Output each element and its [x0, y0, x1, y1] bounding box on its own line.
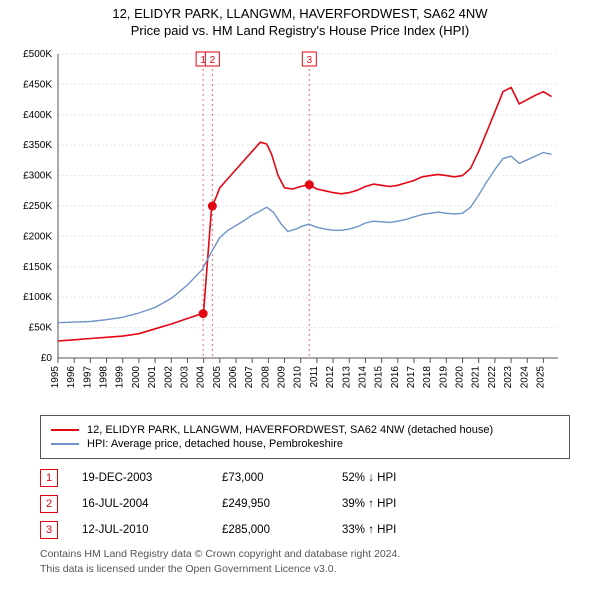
svg-text:2011: 2011 [309, 366, 320, 388]
svg-text:2023: 2023 [503, 366, 514, 389]
footer-line: Contains HM Land Registry data © Crown c… [40, 547, 570, 562]
svg-text:£500K: £500K [23, 49, 52, 60]
event-date: 19-DEC-2003 [82, 472, 222, 484]
svg-text:1996: 1996 [66, 366, 77, 389]
legend-item: 12, ELIDYR PARK, LLANGWM, HAVERFORDWEST,… [51, 424, 559, 436]
sale-event-row: 1 19-DEC-2003£73,00052% ↓ HPI [40, 469, 570, 487]
svg-text:2015: 2015 [374, 366, 385, 389]
event-price: £285,000 [222, 524, 342, 536]
svg-text:£200K: £200K [23, 231, 52, 242]
svg-text:2006: 2006 [228, 366, 239, 389]
svg-text:2001: 2001 [147, 366, 158, 389]
svg-text:2: 2 [210, 55, 216, 66]
svg-text:2007: 2007 [244, 366, 255, 389]
event-marker-box: 3 [40, 521, 58, 539]
event-price: £73,000 [222, 472, 342, 484]
event-marker-box: 2 [40, 495, 58, 513]
svg-text:£50K: £50K [29, 323, 53, 334]
svg-text:1999: 1999 [115, 366, 126, 389]
svg-text:2018: 2018 [422, 366, 433, 389]
svg-text:2010: 2010 [293, 366, 304, 389]
svg-text:1997: 1997 [82, 366, 93, 389]
svg-text:£450K: £450K [23, 79, 52, 90]
sale-events-list: 1 19-DEC-2003£73,00052% ↓ HPI 2 16-JUL-2004… [40, 469, 570, 539]
legend-label: HPI: Average price, detached house, Pemb… [87, 438, 343, 450]
svg-text:1995: 1995 [50, 366, 61, 389]
svg-text:£0: £0 [41, 353, 53, 364]
svg-text:2004: 2004 [196, 366, 207, 389]
svg-text:2008: 2008 [260, 366, 271, 389]
svg-text:£300K: £300K [23, 171, 52, 182]
svg-text:2020: 2020 [455, 366, 466, 389]
svg-text:£150K: £150K [23, 262, 52, 273]
page-title: 12, ELIDYR PARK, LLANGWM, HAVERFORDWEST,… [0, 6, 600, 21]
price-chart: £0 £50K £100K £150K £200K £250K £300K £350K £400… [10, 48, 590, 403]
svg-text:£250K: £250K [23, 201, 52, 212]
copyright-footer: Contains HM Land Registry data © Crown c… [40, 547, 570, 576]
svg-text:£100K: £100K [23, 292, 52, 303]
event-marker-box: 1 [40, 469, 58, 487]
svg-text:2003: 2003 [179, 366, 190, 389]
svg-text:2009: 2009 [277, 366, 288, 389]
footer-line: This data is licensed under the Open Gov… [40, 562, 570, 577]
svg-text:2017: 2017 [406, 366, 417, 389]
event-date: 12-JUL-2010 [82, 524, 222, 536]
svg-text:2014: 2014 [357, 366, 368, 389]
legend-item: HPI: Average price, detached house, Pemb… [51, 438, 559, 450]
event-pct-vs-hpi: 33% ↑ HPI [342, 524, 396, 536]
svg-text:2005: 2005 [212, 366, 223, 389]
svg-text:£400K: £400K [23, 110, 52, 121]
sale-event-row: 3 12-JUL-2010£285,00033% ↑ HPI [40, 521, 570, 539]
svg-text:2025: 2025 [535, 366, 546, 389]
svg-text:1998: 1998 [99, 366, 110, 389]
svg-text:2024: 2024 [519, 366, 530, 389]
legend: 12, ELIDYR PARK, LLANGWM, HAVERFORDWEST,… [40, 415, 570, 459]
sale-event-row: 2 16-JUL-2004£249,95039% ↑ HPI [40, 495, 570, 513]
svg-text:2022: 2022 [487, 366, 498, 389]
svg-text:3: 3 [307, 55, 313, 66]
svg-text:2002: 2002 [163, 366, 174, 389]
svg-text:2019: 2019 [438, 366, 449, 389]
legend-swatch [51, 443, 79, 445]
event-pct-vs-hpi: 52% ↓ HPI [342, 472, 396, 484]
svg-text:2000: 2000 [131, 366, 142, 389]
event-price: £249,950 [222, 498, 342, 510]
page-subtitle: Price paid vs. HM Land Registry's House … [0, 23, 600, 38]
legend-swatch [51, 429, 79, 431]
event-date: 16-JUL-2004 [82, 498, 222, 510]
svg-text:£350K: £350K [23, 140, 52, 151]
svg-text:2013: 2013 [341, 366, 352, 389]
svg-text:2021: 2021 [471, 366, 482, 389]
svg-text:2016: 2016 [390, 366, 401, 389]
event-pct-vs-hpi: 39% ↑ HPI [342, 498, 396, 510]
svg-text:2012: 2012 [325, 366, 336, 389]
legend-label: 12, ELIDYR PARK, LLANGWM, HAVERFORDWEST,… [87, 424, 493, 436]
